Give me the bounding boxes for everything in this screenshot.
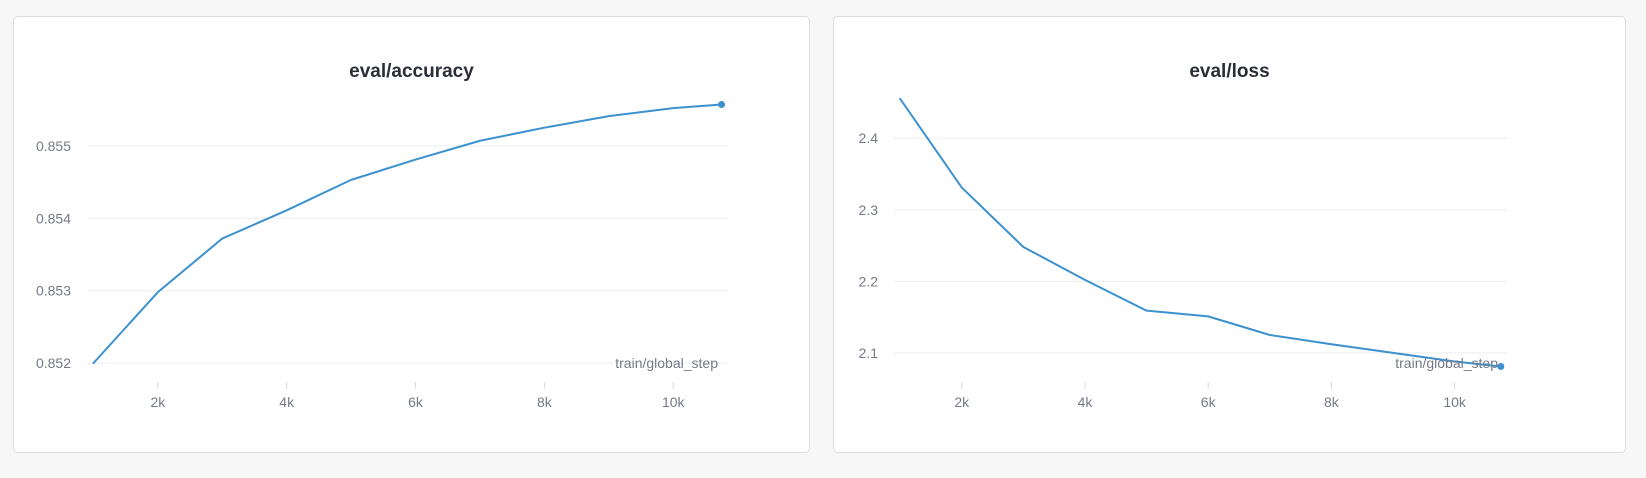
y-tick-label: 0.854	[36, 210, 71, 226]
y-tick-label: 2.1	[859, 345, 879, 361]
x-axis-title: train/global_step	[615, 355, 718, 371]
y-tick-label: 2.4	[859, 130, 879, 146]
series-line	[92, 103, 723, 365]
y-tick-label: 0.852	[36, 355, 71, 371]
accuracy-line-chart: 0.852 0.853 0.854 0.855 2k 4k 6k 8k 10k train/glo…	[36, 101, 728, 410]
x-tick-label: 8k	[1324, 394, 1340, 410]
x-tick-label: 10k	[662, 394, 686, 410]
x-tick-label: 2k	[954, 394, 970, 410]
chart-title: eval/loss	[1189, 61, 1270, 82]
y-tick-label: 0.853	[36, 283, 71, 299]
x-tick-label: 8k	[537, 394, 553, 410]
series-line	[899, 97, 1502, 368]
series-end-point[interactable]	[718, 101, 726, 109]
x-tick-label: 4k	[279, 394, 295, 410]
loss-line-chart: 2.1 2.2 2.3 2.4 2k 4k 6k 8k 10k train/global_step	[859, 97, 1507, 410]
x-tick-label: 2k	[150, 394, 166, 410]
x-tick-label: 6k	[408, 394, 424, 410]
chart-panel-accuracy: eval/accuracy 0.852 0.853 0.854 0.855 2k 4k 6k…	[13, 16, 810, 453]
y-tick-label: 0.855	[36, 138, 71, 154]
chart-title: eval/accuracy	[349, 61, 474, 82]
x-tick-label: 6k	[1201, 394, 1217, 410]
y-tick-label: 2.3	[859, 202, 879, 218]
x-tick-label: 4k	[1078, 394, 1094, 410]
x-axis-title: train/global_step	[1395, 355, 1498, 371]
y-tick-label: 2.2	[859, 273, 879, 289]
series-end-point[interactable]	[1497, 362, 1505, 370]
x-tick-label: 10k	[1443, 394, 1467, 410]
chart-panel-loss: eval/loss 2.1 2.2 2.3 2.4 2k 4k 6k 8k 10k train/g…	[833, 16, 1626, 453]
